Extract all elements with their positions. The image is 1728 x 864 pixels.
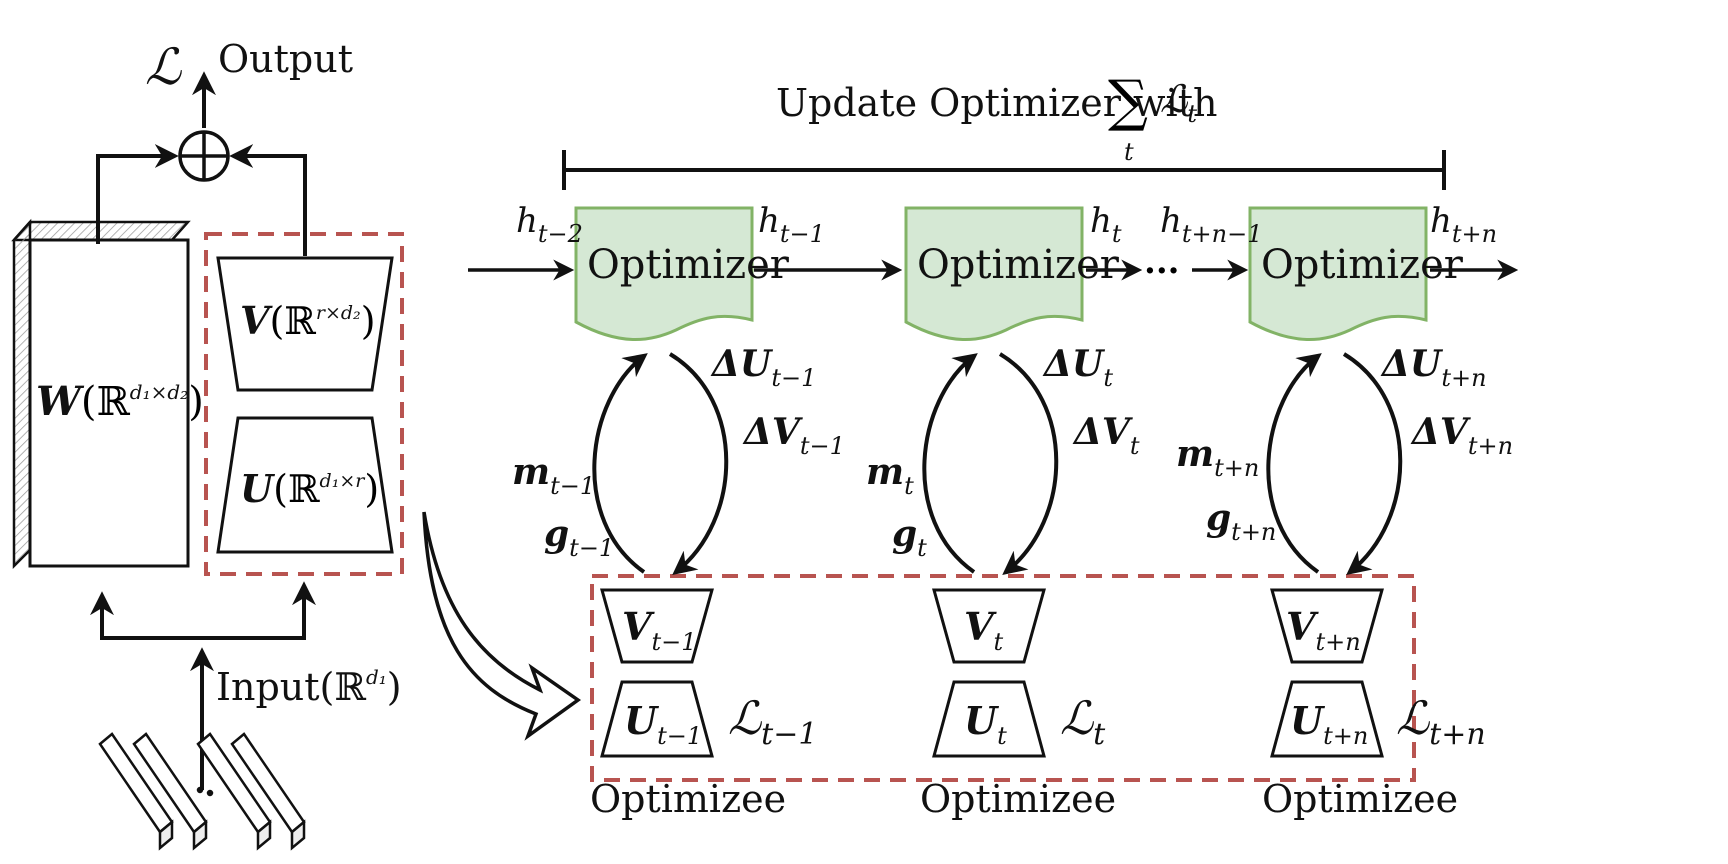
delta-u-label: ΔUt+n (1380, 343, 1487, 392)
update-arrow (998, 352, 1059, 575)
stage-1: Optimizer ht−2 ht−1 ΔUt−1 ΔVt−1 mt−1 gt−… (512, 201, 845, 821)
stage-3: Optimizer ht+n−1 ht+n ΔUt+n ΔVt+n mt+n g… (1160, 201, 1513, 821)
stage-2: Optimizer ht ΔUt ΔVt mt gt Vt Ut ℒt Opti… (866, 201, 1140, 821)
momentum-label: mt (866, 451, 914, 500)
delta-v-label: ΔVt−1 (742, 411, 845, 460)
update-arrow (668, 352, 729, 575)
optimizer-block (574, 206, 754, 342)
hidden-state-label: ht−2 (516, 201, 583, 248)
v-optimizee-shape (600, 588, 714, 664)
w-to-sum-arrow (96, 144, 179, 244)
grad-arrow (592, 353, 648, 574)
delta-u-label: ΔUt (1042, 343, 1113, 392)
u-matrix-label: U(ℝd₁×r) (240, 466, 379, 511)
lora-dashed-box (204, 232, 404, 576)
input-vectors-icon (98, 732, 306, 851)
header-loss: ℒt (1160, 77, 1197, 128)
u-optimizee-label: Ut+n (1290, 698, 1368, 750)
w-matrix-block (11, 218, 191, 570)
output-label: Output (218, 37, 353, 81)
optimizer-label: Optimizer (587, 242, 790, 288)
optimizer-block (904, 206, 1084, 342)
stage-loss-label: ℒt+n (1396, 691, 1486, 752)
hidden-state-label: ht−1 (758, 201, 825, 248)
v-optimizee-label: Vt+n (1286, 604, 1361, 656)
v-matrix-shape (216, 256, 394, 392)
transfer-arrow-icon (422, 511, 582, 741)
optimizee-dashed-box (590, 574, 1416, 782)
grad-arrow (1266, 353, 1322, 574)
grad-arrow (922, 353, 978, 574)
v-optimizee-shape (1270, 588, 1384, 664)
sum-subscript: t (1124, 138, 1134, 166)
gradient-label: gt (892, 513, 927, 562)
u-matrix-shape (216, 416, 394, 554)
gradient-label: gt+n (1206, 497, 1276, 546)
update-arrow (1342, 352, 1403, 575)
loss-symbol: ℒ (145, 38, 182, 96)
gradient-label: gt−1 (544, 513, 614, 562)
u-optimizee-label: Ut−1 (624, 698, 702, 750)
delta-u-label: ΔUt−1 (710, 343, 816, 392)
sum-circle-icon (178, 130, 230, 182)
delta-v-label: ΔVt+n (1410, 411, 1513, 460)
stage-loss-label: ℒt (1060, 691, 1106, 752)
delta-v-label: ΔVt (1072, 411, 1140, 460)
optimizer-label: Optimizer (1261, 242, 1464, 288)
u-optimizee-label: Ut (964, 698, 1007, 750)
optimizee-label: Optimizee (920, 777, 1116, 821)
v-matrix-label: V(ℝr×d₂) (240, 298, 376, 343)
hidden-state-label: ht (1090, 201, 1122, 248)
u-optimizee-shape (600, 680, 714, 758)
optimizee-label: Optimizee (1262, 777, 1458, 821)
w-matrix-label: W(ℝd₁×d₂) (36, 378, 204, 425)
v-optimizee-label: Vt−1 (622, 604, 697, 656)
update-header-text: Update Optimizer with (776, 81, 1217, 125)
u-optimizee-shape (932, 680, 1046, 758)
optimizer-label: Optimizer (917, 242, 1120, 288)
momentum-label: mt+n (1176, 433, 1259, 482)
v-optimizee-label: Vt (964, 604, 1003, 656)
hidden-state-label: ht+n (1430, 201, 1497, 248)
sum-symbol: ∑ (1108, 69, 1148, 134)
optimizer-block (1248, 206, 1428, 342)
stage-loss-label: ℒt−1 (728, 691, 817, 752)
v-to-sum-arrow (229, 144, 307, 256)
update-span-bracket (562, 150, 1446, 190)
u-optimizee-shape (1270, 680, 1384, 758)
optimizee-label: Optimizee (590, 777, 786, 821)
input-label: Input(ℝd₁) (216, 665, 402, 709)
ellipsis: ··· (1144, 251, 1180, 291)
momentum-label: mt−1 (512, 451, 595, 500)
hidden-state-label: ht+n−1 (1160, 201, 1263, 248)
v-optimizee-shape (932, 588, 1046, 664)
